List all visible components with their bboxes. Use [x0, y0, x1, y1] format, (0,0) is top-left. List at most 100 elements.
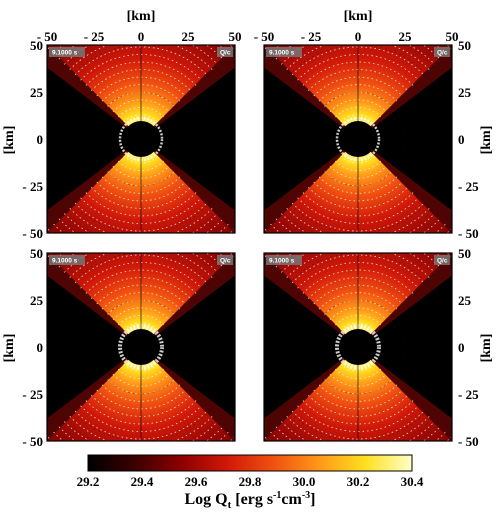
colorbar-title-unit: [erg s: [231, 491, 273, 508]
time-label-bg: [266, 255, 302, 265]
tag-label: Q/c: [220, 50, 231, 57]
time-label-bg: [49, 255, 85, 265]
velocity-arc: [118, 160, 164, 172]
velocity-arc: [313, 181, 403, 202]
y-tick-label: 25: [458, 293, 472, 308]
colorbar-tick-label: 30.0: [293, 474, 316, 489]
colorbar-title-sub: t: [228, 499, 232, 511]
velocity-arc: [313, 389, 403, 410]
panel-frame: [263, 252, 453, 442]
velocity-arc: [96, 389, 186, 410]
colorbar-title-cm: cm: [281, 491, 302, 508]
velocity-arc: [96, 181, 186, 202]
crosshair: [264, 253, 452, 441]
right-y-ticks-bottom: 50 25 0 - 25 - 50: [458, 246, 479, 449]
velocity-arc: [112, 166, 170, 179]
top-x-axis: [km] [km] - 50 - 25 0 25 50 - 50 - 25 0 25 50: [37, 9, 459, 44]
y-tick-label: 25: [30, 293, 44, 308]
y-tick-label: 0: [458, 340, 465, 355]
panel-frame: [263, 44, 453, 234]
y-tick-label: 50: [30, 246, 43, 261]
velocity-arc: [112, 307, 170, 320]
colorbar-tick-label: 29.6: [185, 474, 208, 489]
y-tick-label: 0: [458, 132, 465, 147]
heating-region-edge: [47, 45, 235, 233]
tag-label: Q/c: [437, 258, 448, 265]
tag-label: Q/c: [220, 258, 231, 265]
colorbar-tick-label: 29.8: [239, 474, 262, 489]
colorbar-title-exp2: -3: [302, 490, 310, 501]
x-tick-label: - 50: [37, 29, 58, 44]
left-y-unit-bottom: [km]: [2, 334, 17, 363]
panel-bottom-left: 9.1000 s Q/c: [46, 252, 236, 442]
y-tick-label: 50: [458, 246, 471, 261]
velocity-arc: [64, 421, 218, 441]
velocity-arc: [96, 284, 186, 305]
top-right-x-unit: [km]: [344, 9, 373, 24]
crosshair: [47, 45, 235, 233]
colorbar-title-exp1: -1: [273, 490, 281, 501]
time-label: 9.1000 s: [269, 50, 295, 57]
colorbar: 29.2 29.4 29.6 29.8 30.0 30.2 30.4 Log Qt [erg…: [77, 454, 424, 511]
left-y-ticks-top: 50 25 0 - 25 - 50: [22, 38, 43, 241]
velocity-arc: [335, 368, 381, 380]
time-label: 9.1000 s: [269, 258, 295, 265]
right-y-unit-top: [km]: [479, 126, 494, 155]
right-y-unit-bottom: [km]: [479, 334, 494, 363]
velocity-arc: [96, 76, 186, 97]
y-tick-label: 0: [37, 132, 44, 147]
colorbar-tick-label: 29.2: [77, 474, 100, 489]
x-tick-label: 0: [355, 29, 362, 44]
panel-content: [264, 253, 452, 441]
right-y-ticks-top: 50 25 0 - 25 - 50: [458, 38, 479, 241]
top-left-x-ticks: - 50 - 25 0 25 50: [37, 29, 242, 44]
colorbar-tick-label: 29.4: [131, 474, 154, 489]
velocity-arc: [112, 374, 170, 387]
top-right-x-ticks: - 50 - 25 0 25 50: [254, 29, 459, 44]
colorbar-bar: [87, 454, 413, 472]
velocity-arc: [281, 421, 435, 441]
colorbar-tick-label: 30.4: [401, 474, 424, 489]
crosshair: [47, 253, 235, 441]
velocity-arc: [80, 262, 202, 289]
velocity-arc: [297, 197, 419, 224]
panel-content: [264, 45, 452, 233]
y-tick-label: - 50: [458, 434, 479, 449]
y-tick-label: 50: [30, 38, 43, 53]
panel-frame: [46, 44, 236, 234]
tag-label-bg: [217, 47, 233, 57]
panel-frame: [46, 252, 236, 442]
left-y-unit-top: [km]: [2, 126, 17, 155]
heating-region-edge: [264, 253, 452, 441]
velocity-arc: [281, 213, 435, 233]
time-label-bg: [49, 47, 85, 57]
velocity-arc: [329, 166, 387, 179]
panel-top-right: 9.1000 s Q/c: [263, 44, 453, 234]
panel-top-left: 9.1000 s Q/c: [46, 44, 236, 234]
velocity-arc: [118, 314, 164, 326]
y-tick-label: 25: [458, 85, 472, 100]
panel-content: [47, 45, 235, 233]
heating-region-edge: [47, 253, 235, 441]
velocity-arc: [118, 368, 164, 380]
x-tick-label: 50: [229, 29, 242, 44]
time-label: 9.1000 s: [52, 258, 78, 265]
velocity-arc: [80, 197, 202, 224]
colorbar-title-end: ]: [310, 491, 315, 508]
left-y-ticks-bottom: 50 25 0 - 25 - 50: [22, 246, 43, 449]
velocity-arc: [329, 99, 387, 112]
velocity-arc: [64, 213, 218, 233]
y-tick-label: 25: [30, 85, 44, 100]
colorbar-tick-label: 30.2: [347, 474, 370, 489]
x-tick-label: - 25: [301, 29, 322, 44]
y-tick-label: - 25: [458, 387, 479, 402]
colorbar-title: Log Qt [erg s-1cm-3]: [184, 490, 315, 511]
velocity-arc: [80, 405, 202, 432]
velocity-arc: [112, 99, 170, 112]
tag-label-bg: [434, 255, 450, 265]
x-tick-label: 25: [182, 29, 196, 44]
x-tick-label: - 25: [84, 29, 105, 44]
panel-bottom-right: 9.1000 s Q/c: [263, 252, 453, 442]
x-tick-label: - 50: [254, 29, 275, 44]
